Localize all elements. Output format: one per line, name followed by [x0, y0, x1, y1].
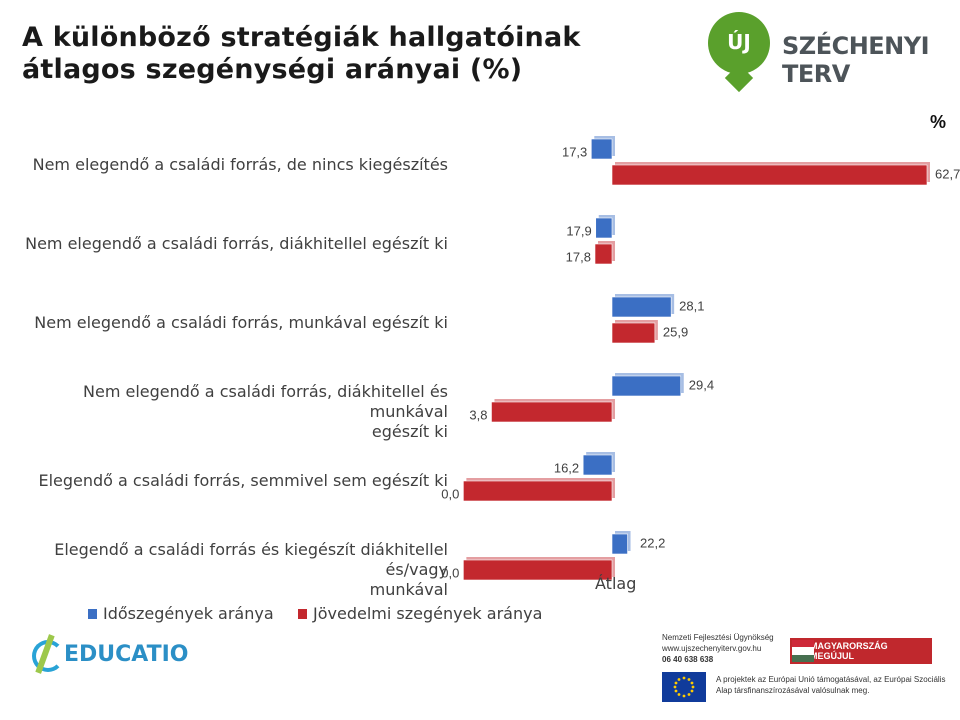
logo-badge-text: ÚJ	[727, 30, 751, 54]
nfu-text: Nemzeti Fejlesztési Ügynökség www.ujszec…	[662, 633, 774, 664]
data-label: 0,0	[441, 486, 459, 501]
data-label: 62,7	[935, 166, 960, 181]
hungarian-flag-icon	[792, 640, 814, 662]
bar-series1	[595, 217, 613, 239]
data-label: 28,1	[679, 298, 704, 313]
legend-item-series2: Jövedelmi szegények aránya	[298, 604, 542, 623]
data-label: 3,8	[469, 407, 487, 422]
bar-series2	[463, 559, 613, 581]
educatio-logo-text: EDUCATIO	[64, 641, 189, 667]
category-label: Nem elegendő a családi forrás, diákhitel…	[25, 234, 448, 253]
legend-label-series1: Időszegények aránya	[103, 604, 274, 623]
category-label: Elegendő a családi forrás és kiegészít d…	[54, 540, 448, 599]
data-label: 22,2	[640, 535, 665, 550]
data-label: 16,2	[554, 460, 579, 475]
category-label: Nem elegendő a családi forrás, de nincs …	[32, 155, 448, 174]
bar-series2	[594, 243, 613, 265]
page-title: A különböző stratégiák hallgatóinak átla…	[22, 22, 581, 85]
legend-item-series1: Időszegények aránya	[88, 604, 274, 623]
data-label: 17,8	[566, 249, 591, 264]
bar-series1	[611, 296, 672, 318]
category-label: Elegendő a családi forrás, semmivel sem …	[38, 471, 448, 490]
data-label: 0,0	[441, 565, 459, 580]
eu-funding-text: A projektek az Európai Unió támogatásáva…	[716, 675, 946, 695]
legend-swatch-series2	[298, 608, 307, 619]
data-label: 25,9	[663, 324, 688, 339]
bar-series1	[590, 138, 613, 160]
educatio-symbol-icon	[30, 634, 64, 674]
logo-name-text: SZÉCHENYI TERV	[782, 32, 930, 88]
educatio-logo: EDUCATIO	[30, 634, 189, 674]
nfu-footer-banner: Nemzeti Fejlesztési Ügynökség www.ujszec…	[660, 632, 960, 720]
category-label: Nem elegendő a családi forrás, munkával …	[34, 313, 448, 332]
bar-series2	[611, 164, 928, 186]
eu-flag-icon	[662, 672, 706, 702]
data-label: 17,3	[562, 144, 587, 159]
unit-label: %	[930, 112, 947, 132]
bar-series1	[582, 454, 613, 476]
data-label: 17,9	[566, 223, 591, 238]
legend-label-series2: Jövedelmi szegények aránya	[313, 604, 543, 623]
szechenyi-terv-logo: ÚJ SZÉCHENYI TERV	[700, 8, 950, 93]
bar-series1	[611, 375, 682, 397]
data-label: 29,4	[689, 377, 714, 392]
category-label: Nem elegendő a családi forrás, diákhitel…	[83, 382, 448, 441]
bar-series2	[491, 401, 613, 423]
legend-swatch-series1	[88, 608, 97, 619]
bar-series1	[611, 533, 628, 555]
bar-series2	[463, 480, 613, 502]
bar-series2	[611, 322, 656, 344]
x-axis-label: Átlag	[595, 574, 637, 593]
